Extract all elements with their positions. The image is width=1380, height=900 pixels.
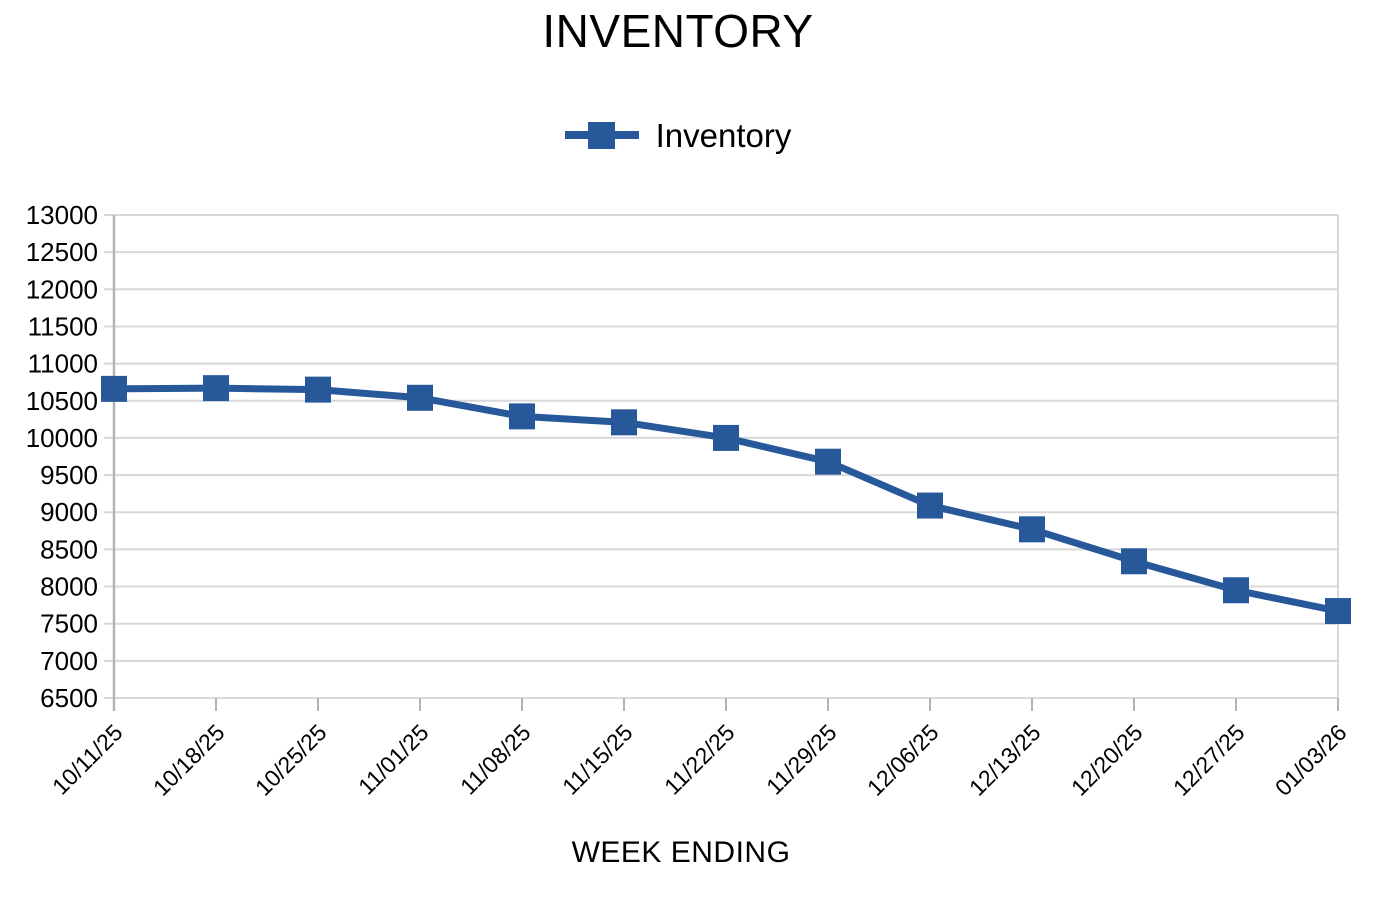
x-tick-label: 11/01/25 bbox=[353, 719, 433, 799]
data-point-marker bbox=[305, 376, 331, 403]
data-point-marker bbox=[203, 375, 229, 402]
y-tick-label: 12500 bbox=[26, 237, 98, 267]
data-point-marker bbox=[101, 375, 127, 402]
data-point-marker bbox=[1121, 548, 1147, 575]
y-tick-label: 10000 bbox=[26, 423, 98, 453]
data-point-marker bbox=[1019, 516, 1045, 543]
y-tick-label: 6500 bbox=[40, 683, 98, 713]
data-point-marker bbox=[713, 424, 739, 451]
data-point-marker bbox=[815, 448, 841, 475]
y-tick-label: 8500 bbox=[40, 534, 98, 564]
y-tick-label: 8000 bbox=[40, 572, 98, 602]
legend-label: Inventory bbox=[655, 116, 792, 154]
data-point-marker bbox=[1223, 577, 1249, 604]
x-tick-label: 12/20/25 bbox=[1066, 719, 1148, 801]
y-tick-label: 7500 bbox=[40, 609, 98, 639]
x-tick-label: 12/13/25 bbox=[964, 719, 1046, 801]
x-tick-label: 10/25/25 bbox=[250, 719, 332, 801]
legend-square-marker-icon bbox=[588, 121, 616, 149]
y-tick-label: 9000 bbox=[40, 497, 98, 527]
data-point-marker bbox=[611, 409, 637, 436]
x-tick-label: 11/22/25 bbox=[659, 719, 739, 799]
y-tick-label: 9500 bbox=[40, 460, 98, 490]
legend-line-marker-icon bbox=[564, 121, 639, 149]
x-tick-label: 01/03/26 bbox=[1270, 719, 1352, 801]
legend: Inventory bbox=[0, 112, 1356, 158]
chart-title: INVENTORY bbox=[542, 5, 814, 57]
x-tick-label: 11/29/25 bbox=[761, 719, 841, 799]
data-point-marker bbox=[509, 403, 535, 430]
x-tick-label: 10/18/25 bbox=[148, 719, 230, 801]
data-point-marker bbox=[917, 492, 943, 519]
y-tick-label: 10500 bbox=[26, 386, 98, 416]
x-tick-label: 11/08/25 bbox=[455, 719, 535, 799]
series-line bbox=[110, 384, 1342, 615]
x-tick-label: 10/11/25 bbox=[47, 719, 127, 799]
y-tick-label: 7000 bbox=[40, 646, 98, 676]
y-tick-label: 13000 bbox=[26, 200, 98, 230]
y-tick-label: 11500 bbox=[28, 311, 98, 341]
x-tick-label: 12/27/25 bbox=[1168, 719, 1250, 801]
y-tick-label: 11000 bbox=[28, 349, 98, 379]
x-tick-label: 11/15/25 bbox=[557, 719, 637, 799]
x-axis-title: WEEK ENDING bbox=[571, 836, 791, 869]
data-point-marker bbox=[1325, 598, 1351, 625]
data-point-marker bbox=[407, 384, 433, 411]
y-tick-label: 12000 bbox=[26, 274, 98, 304]
x-tick-label: 12/06/25 bbox=[862, 719, 944, 801]
